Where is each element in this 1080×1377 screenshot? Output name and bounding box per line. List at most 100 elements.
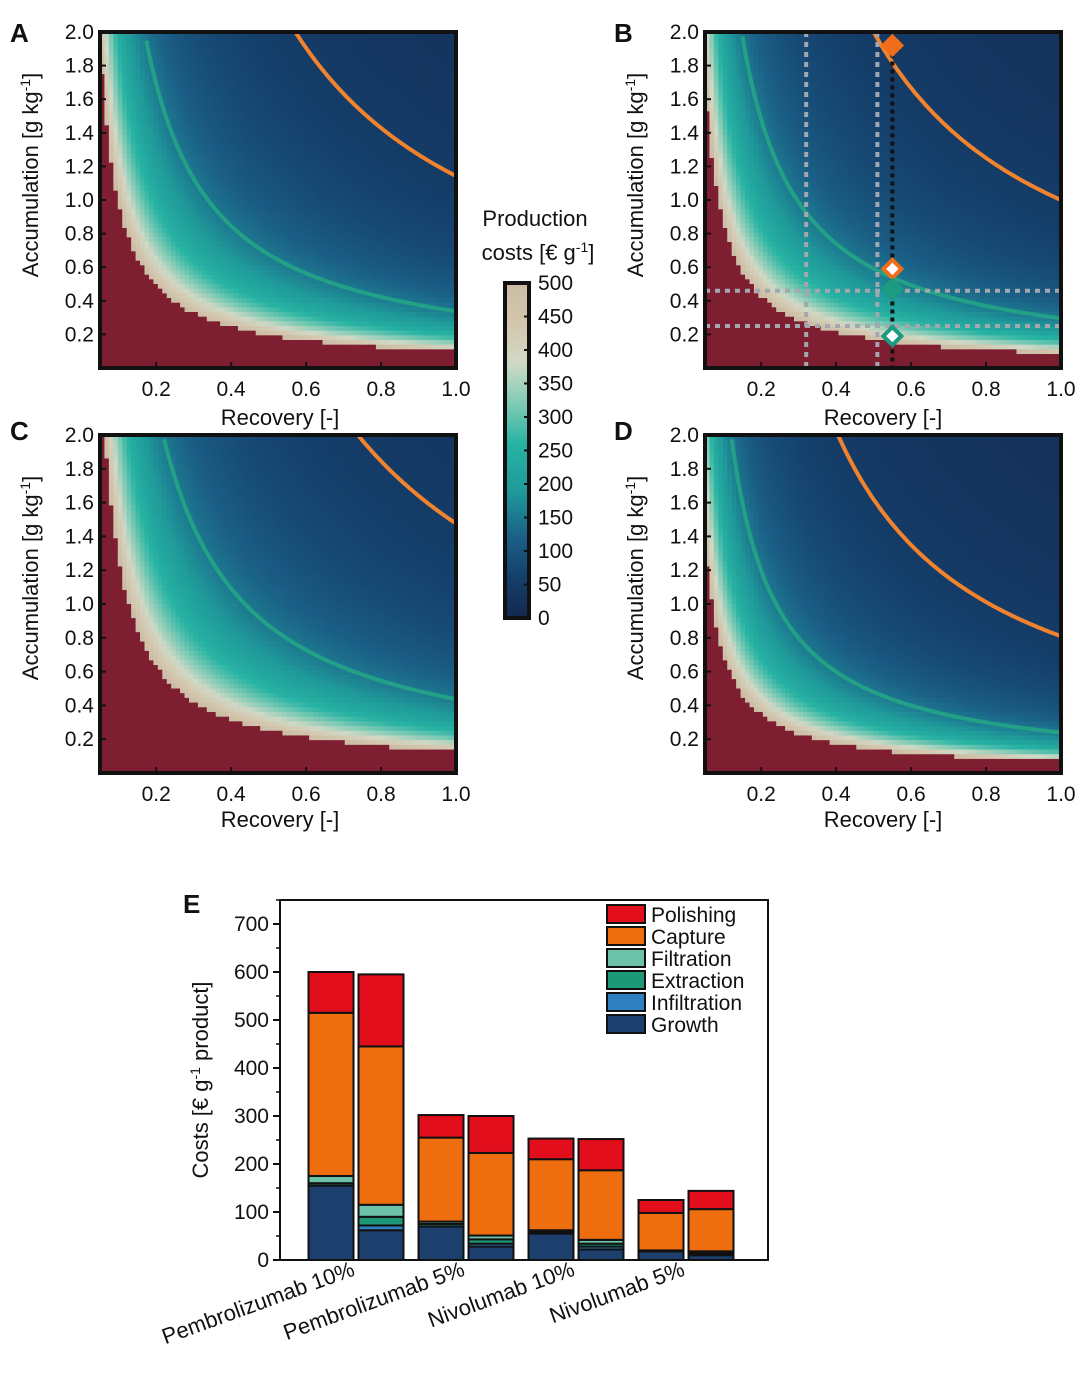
heatmap-cell: [185, 144, 190, 149]
heatmap-cell: [234, 158, 239, 163]
heatmap-cell: [376, 335, 381, 340]
heatmap-cell: [296, 242, 301, 247]
heatmap-cell: [251, 321, 256, 326]
heatmap-cell: [211, 279, 216, 284]
heatmap-cell: [314, 298, 319, 303]
heatmap-cell: [122, 153, 127, 158]
heatmap-cell: [349, 223, 354, 228]
heatmap-cell: [318, 256, 323, 261]
heatmap-cell: [358, 261, 363, 266]
heatmap-cell: [282, 88, 287, 93]
heatmap-cell: [193, 359, 198, 364]
heatmap-cell: [193, 144, 198, 149]
heatmap-cell: [358, 242, 363, 247]
heatmap-cell: [331, 107, 336, 112]
heatmap-cell: [189, 233, 194, 238]
heatmap-cell: [171, 172, 176, 177]
heatmap-cell: [176, 214, 181, 219]
heatmap-cell: [149, 223, 154, 228]
heatmap-cell: [216, 359, 221, 364]
heatmap-cell: [354, 60, 359, 65]
heatmap-cell: [202, 349, 207, 354]
heatmap-cell: [149, 317, 154, 322]
heatmap-cell: [180, 111, 185, 116]
heatmap-cell: [211, 349, 216, 354]
heatmap-cell: [185, 261, 190, 266]
heatmap-cell: [398, 326, 403, 331]
heatmap-cell: [260, 298, 265, 303]
heatmap-cell: [127, 223, 132, 228]
heatmap-cell: [193, 340, 198, 345]
heatmap-cell: [291, 163, 296, 168]
heatmap-cell: [109, 88, 114, 93]
heatmap-cell: [104, 177, 109, 182]
heatmap-cell: [145, 186, 150, 191]
heatmap-cell: [287, 111, 292, 116]
heatmap-cell: [145, 359, 150, 364]
heatmap-cell: [371, 237, 376, 242]
heatmap-cell: [323, 205, 328, 210]
heatmap-cell: [109, 186, 114, 191]
heatmap-cell: [318, 111, 323, 116]
heatmap-cell: [314, 340, 319, 345]
heatmap-cell: [189, 303, 194, 308]
heatmap-cell: [185, 298, 190, 303]
heatmap-cell: [256, 79, 261, 84]
heatmap-cell: [385, 88, 390, 93]
heatmap-cell: [367, 158, 372, 163]
heatmap-cell: [278, 149, 283, 154]
heatmap-cell: [104, 93, 109, 98]
heatmap-cell: [305, 293, 310, 298]
heatmap-cell: [104, 335, 109, 340]
heatmap-cell: [314, 261, 319, 266]
heatmap-cell: [358, 359, 363, 364]
heatmap-cell: [398, 219, 403, 224]
heatmap-cell: [193, 321, 198, 326]
heatmap-cell: [358, 149, 363, 154]
heatmap-cell: [282, 149, 287, 154]
heatmap-cell: [380, 233, 385, 238]
heatmap-cell: [113, 74, 118, 79]
heatmap-cell: [256, 135, 261, 140]
heatmap-cell: [225, 186, 230, 191]
heatmap-cell: [269, 121, 274, 126]
heatmap-cell: [327, 326, 332, 331]
heatmap-cell: [398, 223, 403, 228]
heatmap-cell: [389, 270, 394, 275]
heatmap-cell: [113, 270, 118, 275]
heatmap-cell: [131, 284, 136, 289]
heatmap-cell: [185, 46, 190, 51]
heatmap-cell: [389, 167, 394, 172]
heatmap-cell: [242, 153, 247, 158]
heatmap-cell: [282, 97, 287, 102]
heatmap-cell: [389, 349, 394, 354]
heatmap-cell: [145, 335, 150, 340]
heatmap-cell: [340, 303, 345, 308]
heatmap-cell: [109, 289, 114, 294]
heatmap-cell: [398, 205, 403, 210]
heatmap-cell: [198, 209, 203, 214]
heatmap-cell: [349, 237, 354, 242]
heatmap-cell: [234, 307, 239, 312]
heatmap-cell: [291, 321, 296, 326]
heatmap-cell: [256, 340, 261, 345]
heatmap-cell: [318, 303, 323, 308]
heatmap-cell: [149, 209, 154, 214]
heatmap-cell: [220, 228, 225, 233]
heatmap-cell: [367, 186, 372, 191]
heatmap-cell: [291, 181, 296, 186]
heatmap-cell: [158, 298, 163, 303]
heatmap-cell: [349, 167, 354, 172]
heatmap-cell: [247, 186, 252, 191]
heatmap-cell: [238, 200, 243, 205]
heatmap-cell: [153, 317, 158, 322]
heatmap-cell: [314, 177, 319, 182]
heatmap-cell: [251, 340, 256, 345]
heatmap-cell: [193, 237, 198, 242]
heatmap-cell: [345, 205, 350, 210]
heatmap-cell: [176, 321, 181, 326]
heatmap-cell: [171, 251, 176, 256]
heatmap-cell: [220, 205, 225, 210]
heatmap-cell: [340, 349, 345, 354]
heatmap-cell: [296, 317, 301, 322]
